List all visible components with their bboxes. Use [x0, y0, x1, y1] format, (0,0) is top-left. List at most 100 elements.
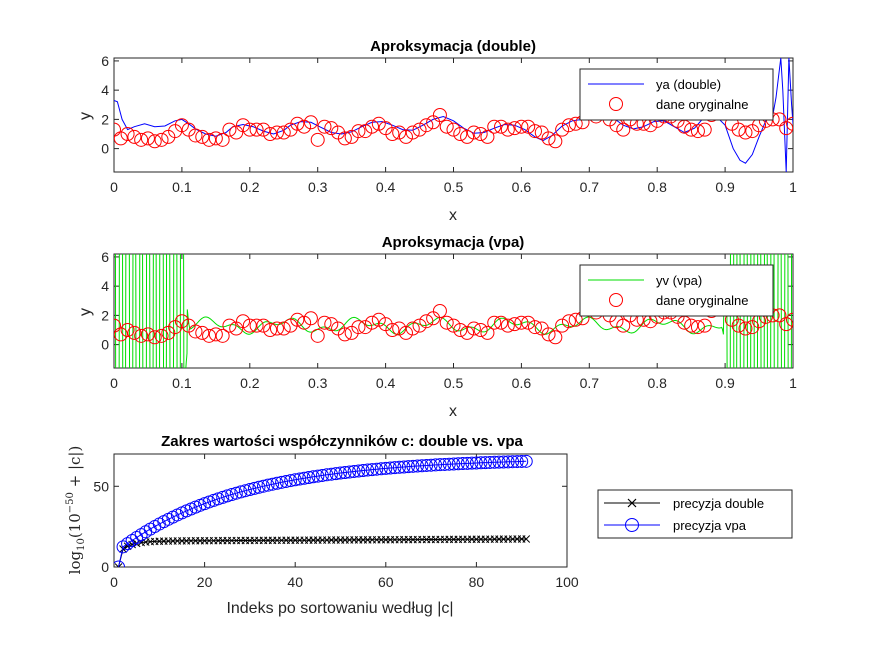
legend-ya-double: ya (double)	[656, 77, 721, 92]
vpa-point	[447, 457, 461, 471]
x-tick-label: 0.2	[240, 179, 260, 195]
vpa-point	[515, 454, 529, 468]
x-tick-label: 0.6	[512, 179, 532, 195]
data-point	[453, 127, 468, 141]
data-point	[507, 317, 522, 332]
data-point	[460, 129, 475, 144]
data-point	[114, 318, 121, 333]
legend-yv-vpa: yv (vpa)	[656, 273, 702, 288]
vpa-point	[519, 454, 533, 468]
vpa-point	[420, 458, 434, 472]
vpa-point	[125, 533, 139, 547]
x-tick-label: 0.4	[376, 179, 396, 195]
data-point	[297, 119, 312, 134]
data-point	[548, 330, 563, 345]
data-point	[514, 315, 529, 330]
double-point	[522, 535, 531, 543]
data-point	[249, 122, 264, 137]
subplot-double-legend: ya (double) dane oryginalne	[579, 68, 774, 121]
data-point	[120, 323, 135, 337]
subplot-vpa-ylabel: y	[77, 308, 94, 316]
vpa-point	[293, 472, 307, 486]
vpa-point	[383, 461, 397, 475]
data-point	[616, 122, 631, 137]
legend-dane-oryginalne: dane oryginalne	[656, 97, 749, 112]
data-point	[371, 312, 386, 327]
y-tick-label: 0	[101, 141, 109, 157]
subplot-coefficients-ylabel: log10(10−50 + |c|)	[65, 446, 87, 575]
data-point	[134, 132, 149, 147]
x-tick-label: 0.1	[172, 375, 192, 391]
data-point	[684, 122, 699, 137]
data-point	[494, 315, 509, 330]
data-point	[358, 124, 373, 139]
x-tick-label: 0.3	[308, 179, 328, 195]
data-point	[779, 317, 793, 332]
vpa-point	[492, 455, 506, 469]
vpa-point	[270, 476, 284, 490]
x-tick-label: 0	[110, 574, 118, 590]
data-point	[154, 328, 169, 343]
vpa-point	[411, 459, 425, 473]
vpa-point	[334, 466, 347, 480]
data-point	[174, 314, 189, 329]
data-point	[738, 321, 753, 336]
vpa-point	[229, 486, 243, 500]
vpa-point	[247, 481, 261, 495]
data-point	[439, 119, 454, 134]
data-point	[731, 122, 746, 137]
x-tick-label: 0.3	[308, 375, 328, 391]
data-point	[365, 315, 380, 330]
data-point	[324, 121, 339, 136]
data-point	[500, 122, 515, 137]
vpa-point	[365, 463, 379, 477]
data-point	[405, 321, 420, 336]
data-point	[236, 118, 251, 133]
data-point	[460, 325, 475, 340]
vpa-point	[392, 460, 406, 474]
vpa-point	[374, 462, 388, 476]
ylabel-log: log	[66, 551, 84, 575]
subplot-double-title: Aproksymacja (double)	[370, 38, 536, 55]
data-point	[303, 115, 318, 130]
subplot-double-xlabel: x	[449, 207, 457, 224]
data-point	[561, 118, 576, 133]
subplot-double: Aproksymacja (double) 0 0.1 0.2 0.3 0.4 0.5 0.…	[77, 38, 797, 224]
x-tick-label: 1	[789, 375, 797, 391]
data-point	[392, 125, 407, 140]
vpa-point	[429, 458, 443, 472]
vpa-point	[465, 456, 479, 470]
data-point	[351, 124, 366, 139]
data-point	[154, 132, 169, 147]
vpa-point	[438, 457, 452, 471]
data-point	[242, 318, 257, 333]
data-point	[140, 327, 155, 342]
vpa-point	[320, 468, 334, 482]
vpa-point	[469, 456, 483, 470]
vpa-point	[261, 478, 275, 492]
legend-precyzja-vpa: precyzja vpa	[673, 518, 747, 533]
x-tick-label: 0.2	[240, 375, 260, 391]
data-point	[256, 122, 271, 137]
data-point	[385, 127, 400, 141]
x-tick-label: 0.8	[647, 375, 667, 391]
vpa-point	[424, 458, 438, 472]
x-tick-label: 0.5	[444, 375, 464, 391]
vpa-point	[121, 537, 135, 551]
data-point	[487, 119, 502, 134]
y-tick-label: 4	[101, 278, 109, 294]
data-point	[263, 323, 278, 337]
vpa-point	[488, 455, 502, 469]
series-precyzja-vpa-line	[118, 460, 527, 567]
vpa-point	[302, 470, 316, 484]
subplot-vpa-legend: yv (vpa) dane oryginalne	[579, 264, 774, 317]
vpa-point	[406, 459, 420, 473]
vpa-point	[451, 457, 465, 471]
data-point	[398, 325, 413, 340]
data-point	[527, 320, 542, 335]
data-point	[310, 132, 325, 147]
data-point	[297, 315, 312, 330]
x-tick-label: 80	[469, 574, 485, 590]
data-point	[263, 127, 278, 141]
